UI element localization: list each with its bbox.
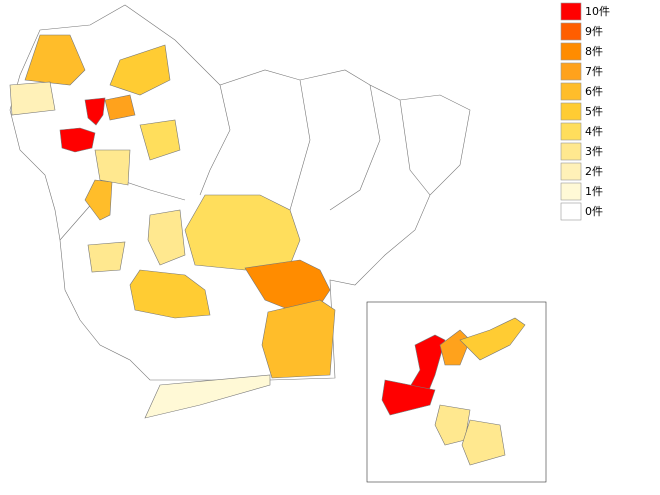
legend-swatch (560, 202, 582, 221)
legend-label: 2件 (585, 165, 603, 178)
region (84, 97, 106, 126)
legend-swatch (560, 42, 582, 61)
inset-frame (366, 301, 547, 483)
region (109, 44, 171, 96)
legend-label: 4件 (585, 125, 603, 138)
district-line (59, 79, 431, 241)
legend-label: 0件 (585, 205, 603, 218)
legend-label: 6件 (585, 85, 603, 98)
region (94, 149, 131, 186)
region (147, 209, 186, 266)
legend-label: 5件 (585, 105, 603, 118)
legend-swatch (560, 142, 582, 161)
legend-label: 10件 (585, 5, 610, 18)
legend-swatch (560, 62, 582, 81)
region (184, 194, 301, 271)
region (404, 334, 446, 401)
region (261, 299, 336, 379)
legend-swatch (560, 22, 582, 41)
region (459, 317, 526, 361)
region (24, 34, 86, 86)
legend-swatch (560, 102, 582, 121)
legend-label: 9件 (585, 25, 603, 38)
legend-label: 1件 (585, 185, 603, 198)
region (139, 119, 181, 161)
region (129, 269, 211, 319)
region (434, 404, 471, 446)
legend-swatch (560, 82, 582, 101)
legend-swatch (560, 122, 582, 141)
regions (9, 34, 526, 466)
region (144, 374, 271, 419)
legend-label: 7件 (585, 65, 603, 78)
region (59, 127, 96, 153)
region (9, 81, 56, 116)
legend: 10件 9件 8件 7件 6件 5件 4件 3件 2件 1件 0件 (560, 2, 610, 221)
region (461, 419, 506, 466)
region (439, 329, 471, 366)
legend-swatch (560, 182, 582, 201)
legend-label: 8件 (585, 45, 603, 58)
legend-swatch (560, 2, 582, 21)
legend-label: 3件 (585, 145, 603, 158)
legend-swatch (560, 162, 582, 181)
region (104, 94, 136, 121)
region (381, 379, 436, 416)
region (87, 241, 126, 273)
region (244, 259, 331, 311)
